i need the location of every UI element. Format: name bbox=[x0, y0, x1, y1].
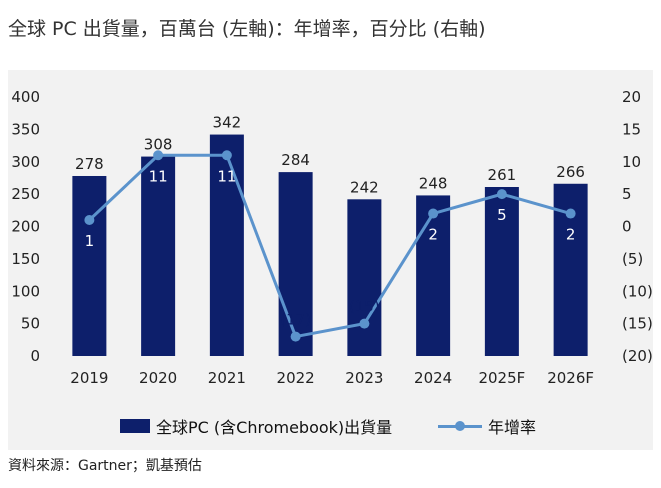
bar-2019 bbox=[72, 175, 107, 356]
legend-bar-swatch bbox=[120, 419, 150, 433]
category-label: 2026F bbox=[547, 369, 594, 387]
growth-point-2020 bbox=[153, 150, 164, 161]
bar-value-label: 242 bbox=[350, 178, 379, 196]
growth-label: 5 bbox=[497, 206, 507, 224]
growth-point-2026F bbox=[565, 208, 576, 219]
right-axis-tick: 0 bbox=[622, 218, 632, 236]
bar-2022 bbox=[278, 172, 313, 356]
left-axis-tick: 0 bbox=[30, 347, 40, 365]
category-label: 2024 bbox=[414, 369, 452, 387]
bar-value-label: 261 bbox=[488, 166, 517, 184]
chart-title: 全球 PC 出貨量，百萬台 (左軸)：年增率，百分比 (右軸) bbox=[8, 18, 486, 40]
growth-point-2023 bbox=[359, 318, 370, 329]
category-label: 2021 bbox=[208, 369, 246, 387]
right-axis-tick: (15) bbox=[622, 315, 653, 333]
legend: 全球PC (含Chromebook)出貨量 年增率 bbox=[0, 414, 661, 438]
growth-label: (17) bbox=[280, 311, 311, 329]
right-axis-tick: (5) bbox=[622, 250, 643, 268]
right-axis-tick: (10) bbox=[622, 282, 653, 300]
category-label: 2022 bbox=[277, 369, 315, 387]
source-note: 資料來源：Gartner；凱基預估 bbox=[8, 458, 202, 474]
legend-item-shipments: 全球PC (含Chromebook)出貨量 bbox=[120, 414, 392, 438]
bar-2020 bbox=[141, 156, 176, 356]
growth-point-2019 bbox=[84, 215, 95, 226]
plot-background bbox=[8, 70, 653, 450]
bar-value-label: 308 bbox=[144, 136, 173, 154]
bar-2025F bbox=[484, 187, 519, 356]
right-axis-tick: 20 bbox=[622, 88, 641, 106]
legend-line-swatch bbox=[438, 419, 482, 433]
bar-value-label: 278 bbox=[75, 155, 104, 173]
bar-2021 bbox=[209, 134, 244, 356]
growth-label: 11 bbox=[217, 167, 236, 185]
growth-label: 2 bbox=[428, 226, 438, 244]
growth-point-2024 bbox=[428, 208, 439, 219]
bar-value-label: 248 bbox=[419, 174, 448, 192]
left-axis-tick: 400 bbox=[11, 88, 40, 106]
growth-label: 11 bbox=[149, 167, 168, 185]
bar-2024 bbox=[416, 195, 451, 356]
bar-value-label: 284 bbox=[281, 151, 310, 169]
legend-item-growth: 年增率 bbox=[438, 414, 536, 438]
left-axis-tick: 250 bbox=[11, 185, 40, 203]
category-label: 2025F bbox=[478, 369, 525, 387]
category-label: 2020 bbox=[139, 369, 177, 387]
left-axis-tick: 200 bbox=[11, 218, 40, 236]
right-axis-tick: (20) bbox=[622, 347, 653, 365]
bar-2023 bbox=[347, 199, 382, 356]
growth-point-2021 bbox=[221, 150, 232, 161]
growth-label: 1 bbox=[85, 232, 95, 250]
category-label: 2019 bbox=[70, 369, 108, 387]
left-axis-tick: 50 bbox=[21, 315, 40, 333]
left-axis-tick: 100 bbox=[11, 282, 40, 300]
legend-label-growth: 年增率 bbox=[488, 418, 537, 437]
left-axis-tick: 150 bbox=[11, 250, 40, 268]
left-axis-tick: 300 bbox=[11, 153, 40, 171]
category-label: 2023 bbox=[345, 369, 383, 387]
legend-label-shipments: 全球PC (含Chromebook)出貨量 bbox=[156, 418, 393, 437]
growth-point-2025F bbox=[496, 189, 507, 200]
growth-point-2022 bbox=[290, 331, 301, 342]
bar-value-label: 266 bbox=[556, 163, 585, 181]
growth-label: 2 bbox=[566, 226, 576, 244]
growth-line bbox=[88, 153, 572, 339]
right-axis-tick: 5 bbox=[622, 185, 632, 203]
left-axis-tick: 350 bbox=[11, 120, 40, 138]
growth-label: (15) bbox=[349, 298, 380, 316]
bar-value-label: 342 bbox=[213, 114, 242, 132]
right-axis-tick: 10 bbox=[622, 153, 641, 171]
right-axis-tick: 15 bbox=[622, 120, 641, 138]
